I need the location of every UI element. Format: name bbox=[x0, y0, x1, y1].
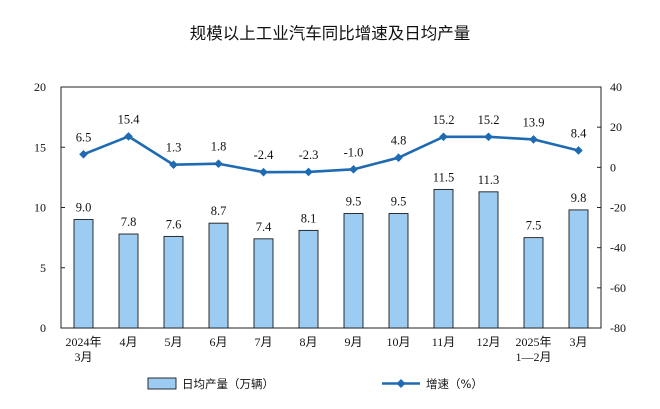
bar bbox=[433, 188, 454, 329]
bar bbox=[568, 209, 589, 329]
x-axis-tick-label: 12月 bbox=[476, 335, 500, 349]
bar-data-label: 7.5 bbox=[526, 219, 542, 233]
bar-data-label: 9.5 bbox=[391, 195, 407, 209]
bar bbox=[253, 238, 274, 329]
x-axis-tick-label: 8月 bbox=[299, 335, 317, 349]
x-axis-tick-label: 1—2月 bbox=[515, 350, 551, 364]
line-point bbox=[169, 160, 178, 170]
right-axis-tick-label: 40 bbox=[610, 80, 622, 94]
line-point bbox=[304, 167, 313, 177]
left-axis-tick-label: 10 bbox=[34, 201, 46, 215]
bar bbox=[73, 219, 94, 329]
right-axis-tick-label: -80 bbox=[610, 321, 626, 335]
x-axis-tick-label: 5月 bbox=[164, 335, 182, 349]
right-axis-tick-label: -40 bbox=[610, 241, 626, 255]
line-data-label: 1.8 bbox=[211, 140, 227, 154]
chart-title: 规模以上工业汽车同比增速及日均产量 bbox=[190, 24, 471, 43]
legend-swatch-bar bbox=[147, 377, 177, 390]
line-point bbox=[259, 167, 268, 177]
bar-data-label: 8.7 bbox=[211, 204, 227, 218]
bar-data-label: 9.5 bbox=[346, 195, 362, 209]
line-data-label: 15.4 bbox=[118, 112, 141, 126]
line-point bbox=[484, 132, 493, 142]
x-axis-tick-label: 11月 bbox=[432, 335, 456, 349]
plot-frame bbox=[60, 86, 602, 329]
x-axis-tick-label: 6月 bbox=[209, 335, 227, 349]
legend: 日均产量（万辆） 增速（%） bbox=[147, 377, 483, 391]
left-axis-tick-label: 0 bbox=[40, 321, 46, 335]
bar-data-label: 9.0 bbox=[76, 201, 92, 215]
line-data-label: 15.2 bbox=[433, 113, 455, 127]
x-axis-tick-label: 10月 bbox=[386, 335, 410, 349]
line-data-label: 15.2 bbox=[478, 113, 500, 127]
right-axis-tick-label: -60 bbox=[610, 281, 626, 295]
legend-label-bar: 日均产量（万辆） bbox=[182, 377, 274, 391]
line-point bbox=[79, 149, 88, 159]
right-axis-tick-label: -20 bbox=[610, 201, 626, 215]
left-axis-tick-label: 20 bbox=[34, 80, 46, 94]
legend-swatch-marker bbox=[396, 379, 406, 388]
line-data-label: 8.4 bbox=[571, 126, 587, 140]
bar-data-label: 8.1 bbox=[301, 211, 317, 225]
bar bbox=[478, 191, 499, 329]
bar-data-label: 7.4 bbox=[256, 220, 272, 234]
bar-data-label: 7.8 bbox=[121, 215, 137, 229]
line-data-label: -1.0 bbox=[344, 145, 364, 159]
right-axis-tick-label: 20 bbox=[610, 120, 622, 134]
line-point bbox=[124, 132, 133, 141]
x-axis-tick-label: 7月 bbox=[254, 335, 272, 349]
line-data-label: 6.5 bbox=[76, 130, 92, 144]
line-point bbox=[529, 135, 538, 144]
line-data-label: 13.9 bbox=[523, 115, 545, 129]
bar bbox=[343, 213, 364, 329]
bar bbox=[118, 233, 139, 329]
bar bbox=[388, 213, 409, 329]
line-point bbox=[574, 146, 583, 155]
line-point bbox=[394, 153, 403, 162]
bar bbox=[523, 237, 544, 329]
left-axis-tick-label: 5 bbox=[40, 261, 46, 275]
x-axis-tick-label: 3月 bbox=[569, 335, 587, 349]
x-axis-tick-label: 2025年 bbox=[515, 335, 551, 349]
x-axis-tick-label: 9月 bbox=[344, 335, 362, 349]
bar-data-label: 11.3 bbox=[478, 173, 499, 187]
x-axis-tick-label: 2024年 bbox=[65, 335, 101, 349]
bar bbox=[298, 229, 319, 329]
line-data-label: 4.8 bbox=[391, 134, 407, 148]
bar-data-label: 9.8 bbox=[571, 191, 587, 205]
x-axis-tick-label: 4月 bbox=[119, 335, 137, 349]
line-data-label: -2.3 bbox=[299, 148, 319, 162]
left-axis-tick-label: 15 bbox=[34, 140, 46, 154]
line-point bbox=[439, 132, 448, 142]
bar-data-label: 7.6 bbox=[166, 217, 182, 231]
bar-data-label: 11.5 bbox=[433, 170, 454, 184]
growth-line bbox=[83, 135, 579, 174]
legend-label-line: 增速（%） bbox=[426, 377, 483, 391]
bar bbox=[163, 235, 184, 329]
bar bbox=[208, 222, 229, 329]
line-point bbox=[349, 165, 358, 174]
line-data-label: -2.4 bbox=[254, 148, 275, 162]
x-axis-tick-label: 3月 bbox=[74, 350, 92, 364]
line-point bbox=[214, 159, 223, 169]
right-axis-tick-label: 0 bbox=[610, 160, 616, 174]
line-data-label: 1.3 bbox=[166, 141, 182, 155]
